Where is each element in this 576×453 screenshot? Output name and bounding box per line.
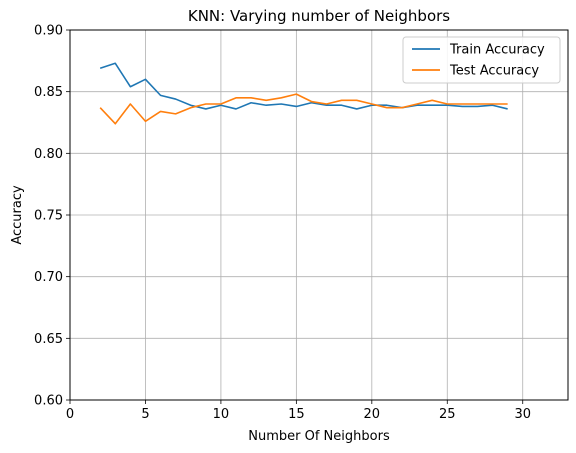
legend-label: Test Accuracy [449,64,539,79]
x-tick-label: 15 [288,407,305,422]
series-lines [99,62,508,125]
y-tick-label: 0.80 [34,147,63,162]
y-tick-label: 0.75 [34,209,63,224]
y-tick-label: 0.65 [34,332,63,347]
legend-label: Train Accuracy [449,43,545,58]
x-tick-label: 0 [66,407,74,422]
x-tick-label: 10 [213,407,230,422]
y-tick-label: 0.60 [34,394,63,409]
x-tick-label: 5 [141,407,149,422]
series-line-test-accuracy [99,93,508,125]
x-axis: 0 5 10 15 20 25 30 [66,400,531,422]
y-tick-label: 0.70 [34,270,63,285]
x-axis-label: Number Of Neighbors [248,429,390,444]
y-tick-label: 0.85 [34,85,63,100]
x-tick-label: 20 [364,407,381,422]
chart-title: KNN: Varying number of Neighbors [188,7,450,25]
y-axis: 0.60 0.65 0.70 0.75 0.80 0.85 0.90 [34,24,70,409]
legend-box [402,36,561,84]
x-tick-label: 30 [514,407,531,422]
x-tick-label: 25 [439,407,456,422]
legend: Train Accuracy Test Accuracy [402,36,561,84]
series-line-train-accuracy [99,62,508,110]
y-axis-label: Accuracy [10,185,25,245]
y-tick-label: 0.90 [34,24,63,39]
